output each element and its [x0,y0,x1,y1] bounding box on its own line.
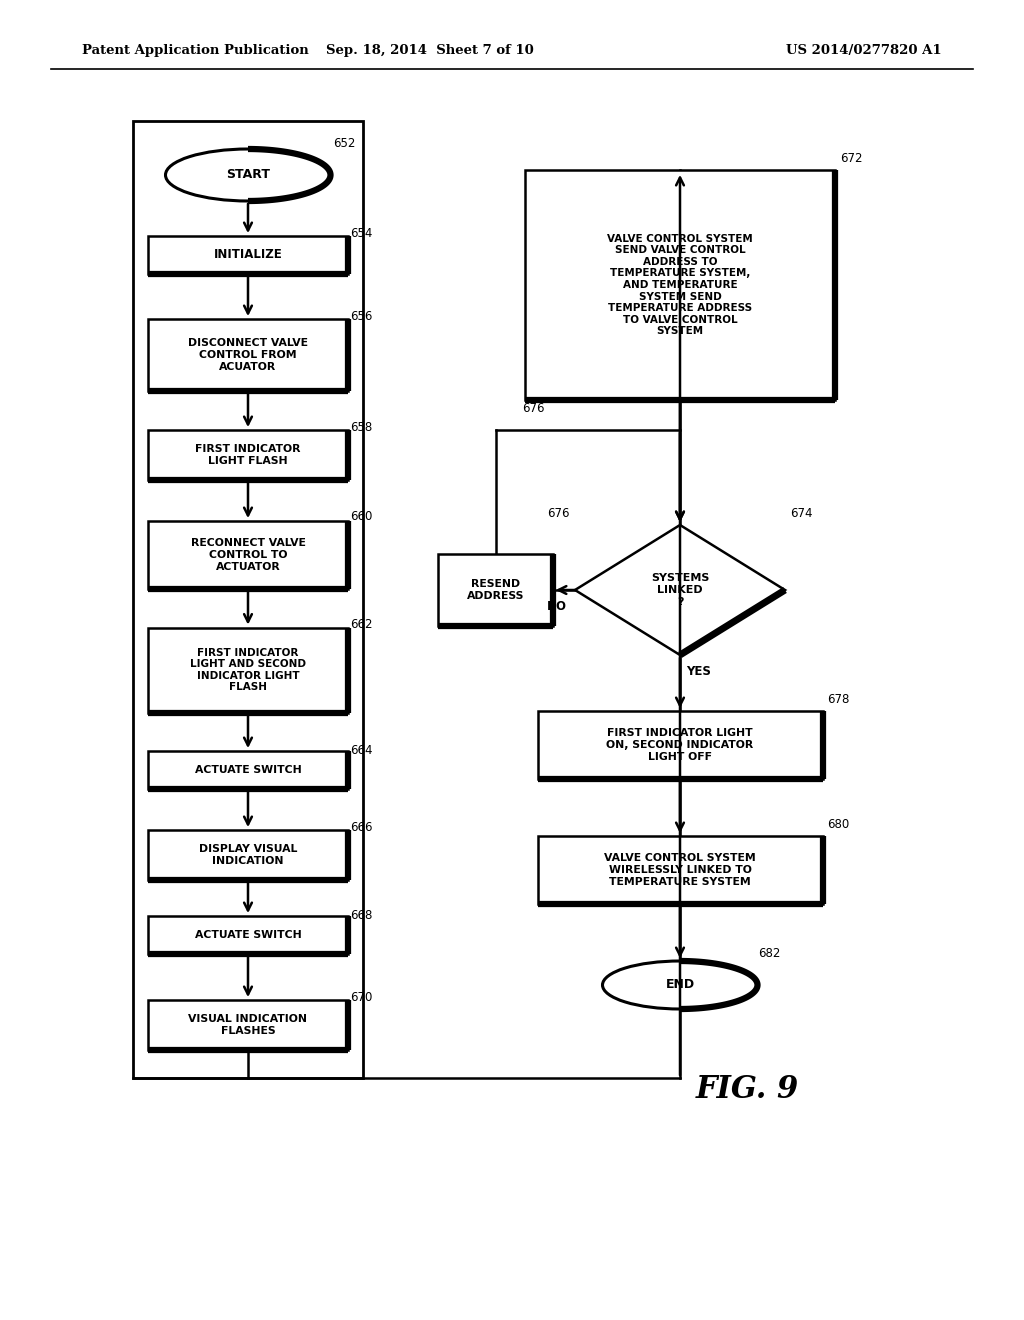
Text: ACTUATE SWITCH: ACTUATE SWITCH [195,766,301,775]
Text: START: START [226,169,270,181]
Text: 662: 662 [350,618,373,631]
Ellipse shape [602,961,758,1008]
Text: END: END [666,978,694,991]
Text: INITIALIZE: INITIALIZE [214,248,283,261]
Bar [148,430,348,480]
Bar [148,627,348,713]
Text: Patent Application Publication: Patent Application Publication [82,44,308,57]
Text: 668: 668 [350,909,373,921]
Text: 666: 666 [350,821,373,834]
Bar [148,916,348,954]
Text: NO: NO [547,601,567,612]
Text: SYSTEMS
LINKED
?: SYSTEMS LINKED ? [651,573,710,607]
Text: 660: 660 [350,510,373,523]
Text: DISCONNECT VALVE
CONTROL FROM
ACUATOR: DISCONNECT VALVE CONTROL FROM ACUATOR [188,338,308,372]
Text: 652: 652 [333,137,355,150]
Text: US 2014/0277820 A1: US 2014/0277820 A1 [786,44,942,57]
Text: 678: 678 [827,693,850,706]
Ellipse shape [166,149,331,201]
Text: 670: 670 [350,991,373,1005]
Text: YES: YES [686,665,711,678]
Bar [148,319,348,391]
Bar [148,1001,348,1049]
Bar [148,830,348,880]
Bar [538,711,822,779]
Bar [148,521,348,589]
Text: DISPLAY VISUAL
INDICATION: DISPLAY VISUAL INDICATION [199,845,297,866]
Text: FIRST INDICATOR
LIGHT AND SECOND
INDICATOR LIGHT
FLASH: FIRST INDICATOR LIGHT AND SECOND INDICAT… [190,648,306,693]
Text: FIG. 9: FIG. 9 [696,1074,799,1106]
Text: VALVE CONTROL SYSTEM
WIRELESSLY LINKED TO
TEMPERATURE SYSTEM: VALVE CONTROL SYSTEM WIRELESSLY LINKED T… [604,854,756,887]
Text: 674: 674 [790,507,812,520]
Text: RESEND
ADDRESS: RESEND ADDRESS [467,579,524,601]
Bar [148,236,348,275]
Text: 654: 654 [350,227,373,240]
Text: 672: 672 [840,152,862,165]
Text: 656: 656 [350,310,373,323]
Text: FIRST INDICATOR
LIGHT FLASH: FIRST INDICATOR LIGHT FLASH [196,445,301,466]
Text: VISUAL INDICATION
FLASHES: VISUAL INDICATION FLASHES [188,1014,307,1036]
Bar [148,751,348,789]
Bar [438,554,553,626]
Polygon shape [575,525,785,655]
Bar [525,170,835,400]
Text: 658: 658 [350,421,373,434]
Text: 680: 680 [827,818,850,832]
Text: RECONNECT VALVE
CONTROL TO
ACTUATOR: RECONNECT VALVE CONTROL TO ACTUATOR [190,539,305,572]
Text: FIRST INDICATOR LIGHT
ON, SECOND INDICATOR
LIGHT OFF: FIRST INDICATOR LIGHT ON, SECOND INDICAT… [606,729,754,762]
Text: Sep. 18, 2014  Sheet 7 of 10: Sep. 18, 2014 Sheet 7 of 10 [327,44,534,57]
Text: 676: 676 [522,403,545,414]
Bar [538,836,822,904]
Bar [133,121,362,1078]
Text: 664: 664 [350,744,373,756]
Text: 682: 682 [758,946,780,960]
Text: VALVE CONTROL SYSTEM
SEND VALVE CONTROL
ADDRESS TO
TEMPERATURE SYSTEM,
AND TEMPE: VALVE CONTROL SYSTEM SEND VALVE CONTROL … [607,234,753,337]
Text: 676: 676 [548,507,570,520]
Text: ACTUATE SWITCH: ACTUATE SWITCH [195,931,301,940]
